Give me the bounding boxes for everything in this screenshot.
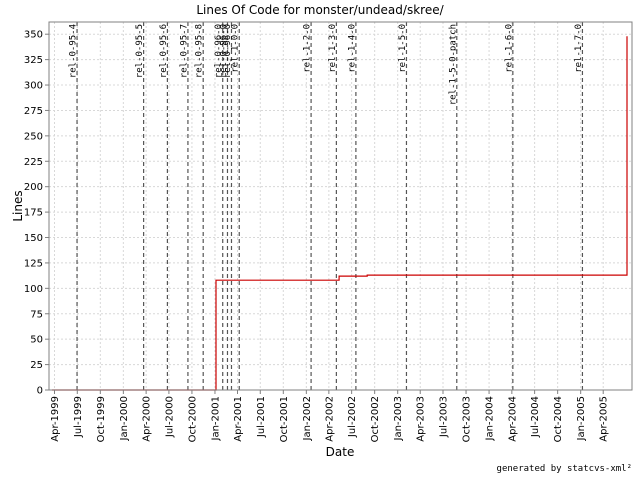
y-axis-ticks: 0 25 50 75 100 125 150 175 200 225 250 275 300 325 350	[24, 30, 49, 397]
release-marker-label: rel-0-95-4	[69, 24, 79, 78]
x-tick-label: Oct-2001	[279, 396, 290, 442]
plot-frame	[48, 21, 633, 391]
y-tick-label: 25	[30, 360, 43, 371]
x-tick-label: Jan-2000	[119, 396, 130, 441]
release-marker-label: rel-0-95-8	[195, 24, 205, 78]
y-tick-label: 50	[30, 335, 43, 346]
x-tick-label: Apr-2005	[599, 396, 610, 442]
y-tick-label: 350	[24, 30, 43, 41]
y-tick-label: 150	[24, 233, 43, 244]
series-line	[52, 36, 628, 391]
x-tick-label: Jul-1999	[73, 396, 84, 438]
y-tick-label: 100	[24, 284, 43, 295]
y-tick-label: 125	[24, 258, 43, 269]
chart-title: Lines Of Code for monster/undead/skree/	[196, 3, 444, 17]
y-tick-label: 300	[24, 81, 43, 92]
release-marker-label: rel-0-96-0	[219, 24, 229, 78]
y-tick-label: 275	[24, 106, 43, 117]
x-axis-label: Date	[326, 445, 355, 459]
y-tick-label: 0	[37, 386, 43, 397]
x-tick-label: Apr-2000	[142, 396, 153, 442]
x-tick-label: Jul-2004	[530, 396, 541, 438]
release-marker-label: rel-1-5-0-patch	[448, 24, 458, 105]
x-tick-label: Apr-1999	[50, 396, 61, 442]
y-tick-label: 200	[24, 182, 43, 193]
y-axis-label: Lines	[11, 190, 25, 221]
release-marker-label: rel-1-6-0	[504, 24, 514, 73]
x-tick-label: Oct-2003	[462, 396, 473, 442]
x-tick-label: Jan-2004	[485, 396, 496, 441]
x-tick-label: Oct-2000	[187, 396, 198, 442]
x-tick-label: Jan-2005	[576, 396, 587, 441]
x-tick-label: Oct-2002	[370, 396, 381, 442]
release-marker-label: rel-1-4-0	[347, 24, 357, 73]
y-tick-label: 250	[24, 131, 43, 142]
x-tick-label: Jul-2003	[439, 396, 450, 438]
x-tick-label: Jul-2001	[256, 396, 267, 438]
release-marker-label: rel-0-95-7	[179, 24, 189, 78]
y-tick-label: 175	[24, 208, 43, 219]
release-marker-label: rel-1-0-0	[231, 24, 241, 73]
x-tick-label: Apr-2001	[233, 396, 244, 442]
x-tick-label: Oct-2004	[553, 396, 564, 442]
y-tick-label: 225	[24, 157, 43, 168]
x-tick-label: Jan-2002	[302, 396, 313, 441]
x-tick-label: Oct-1999	[96, 396, 107, 442]
x-tick-label: Apr-2002	[324, 396, 335, 442]
release-marker-label: rel-0-96-0	[223, 24, 233, 78]
series-lines	[52, 36, 628, 391]
grid-lines	[49, 22, 632, 390]
y-tick-label: 75	[30, 309, 43, 320]
x-tick-label: Jan-2001	[210, 396, 221, 441]
release-marker-label: rel-1-7-0	[574, 24, 584, 73]
x-axis-ticks: Apr-1999 Jul-1999 Oct-1999 Jan-2000 Apr-2000…	[50, 390, 610, 442]
x-tick-label: Jan-2003	[393, 396, 404, 441]
release-marker-label: rel-1-3-0	[328, 24, 338, 73]
x-tick-label: Apr-2004	[507, 396, 518, 442]
x-tick-label: Apr-2003	[416, 396, 427, 442]
y-tick-label: 325	[24, 55, 43, 66]
x-tick-label: Jul-2002	[347, 396, 358, 438]
release-markers: rel-0-95-4 rel-0-95-5 rel-0-95-6 rel-0-95-7…	[69, 22, 584, 390]
release-marker-label: rel-0-96-0	[214, 24, 224, 78]
release-marker-label: rel-1-2-0	[303, 24, 313, 73]
release-marker-label: rel-0-95-5	[135, 24, 145, 78]
release-marker-label: rel-0-95-6	[159, 24, 169, 78]
release-marker-label: rel-1-5-0	[398, 24, 408, 73]
generator-credit: generated by statcvs-xml²	[496, 464, 632, 474]
x-tick-label: Jul-2000	[164, 396, 175, 438]
